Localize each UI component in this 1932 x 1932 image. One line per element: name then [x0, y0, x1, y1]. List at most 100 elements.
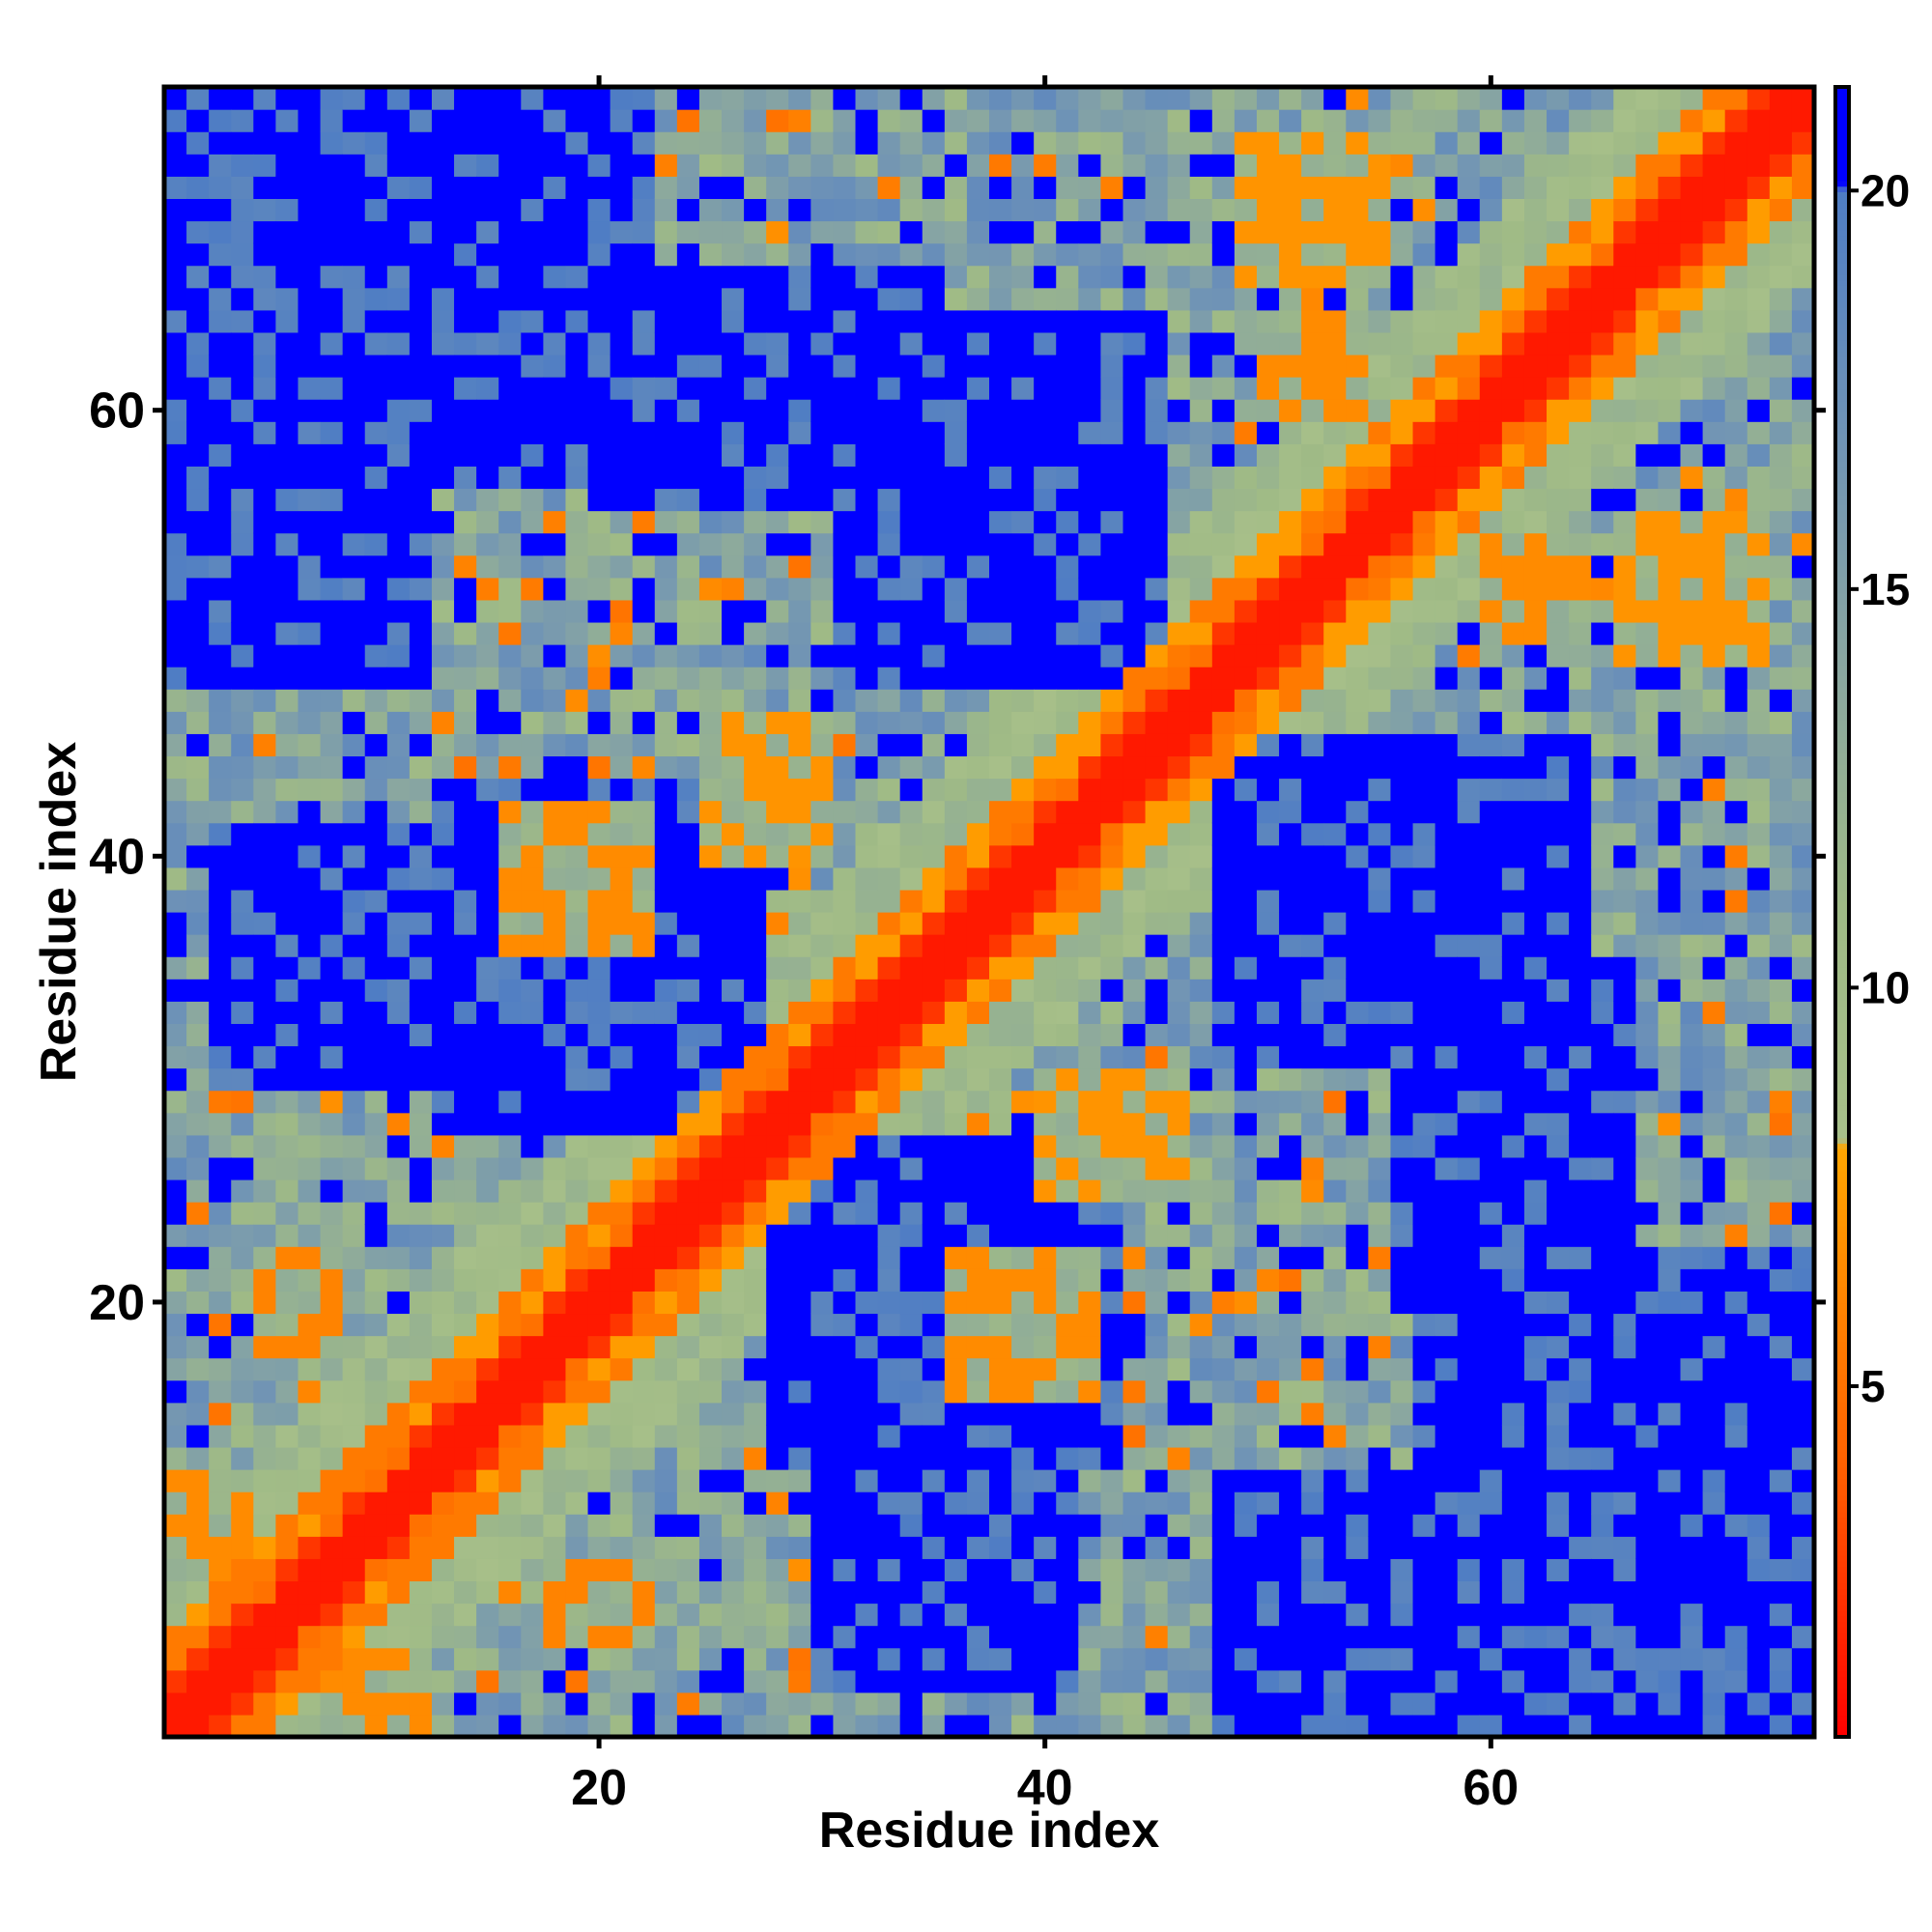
heatmap-cell [253, 421, 276, 444]
heatmap-cell [454, 1603, 477, 1627]
heatmap-cell [1122, 1492, 1147, 1515]
heatmap-cell [877, 109, 901, 132]
heatmap-cell [610, 1112, 634, 1136]
heatmap-cell [1034, 466, 1057, 490]
heatmap-cell [1323, 889, 1347, 913]
heatmap-cell [922, 1090, 946, 1114]
heatmap-cell [386, 1691, 411, 1716]
heatmap-cell [833, 1469, 857, 1492]
heatmap-cell [788, 644, 811, 668]
heatmap-cell [1591, 667, 1614, 690]
heatmap-cell [409, 131, 433, 155]
heatmap-cell [1523, 844, 1548, 868]
heatmap-cell [298, 309, 322, 333]
heatmap-cell [1501, 800, 1525, 824]
heatmap-cell [1234, 1268, 1258, 1292]
heatmap-cell [698, 1090, 723, 1114]
heatmap-cell [1323, 1179, 1347, 1203]
heatmap-cell [833, 1313, 857, 1337]
heatmap-cell [1412, 867, 1436, 891]
heatmap-cell [186, 109, 210, 132]
heatmap-cell [899, 1402, 923, 1426]
heatmap-cell [610, 844, 634, 868]
heatmap-cell [989, 1580, 1012, 1605]
heatmap-cell [810, 577, 835, 601]
heatmap-cell [231, 689, 254, 712]
heatmap-cell [1211, 1647, 1236, 1671]
heatmap-cell [1346, 934, 1369, 957]
heatmap-cell [386, 867, 411, 891]
heatmap-cell [164, 1647, 187, 1671]
heatmap-cell [1390, 532, 1414, 556]
heatmap-cell [899, 87, 923, 110]
heatmap-cell [342, 1067, 366, 1092]
heatmap-cell [676, 466, 700, 490]
heatmap-cell [1523, 198, 1548, 222]
heatmap-cell [1034, 1492, 1057, 1515]
heatmap-cell [855, 1580, 879, 1605]
heatmap-cell [565, 755, 589, 780]
heatmap-cell [1100, 1446, 1124, 1470]
heatmap-cell [342, 1023, 366, 1047]
heatmap-cell [1591, 1246, 1614, 1269]
heatmap-cell [810, 1067, 835, 1092]
heatmap-cell [1390, 1112, 1414, 1136]
heatmap-cell [1279, 399, 1302, 422]
heatmap-cell [454, 1112, 477, 1136]
heatmap-cell [342, 1357, 366, 1381]
heatmap-cell [521, 466, 544, 490]
heatmap-cell [253, 599, 276, 623]
heatmap-cell [164, 844, 187, 868]
heatmap-cell [1501, 979, 1525, 1002]
heatmap-cell [654, 354, 678, 378]
heatmap-cell [1122, 822, 1147, 846]
heatmap-cell [722, 1469, 745, 1492]
heatmap-cell [1011, 466, 1035, 490]
heatmap-cell [342, 87, 366, 110]
heatmap-cell [855, 1647, 879, 1671]
heatmap-cell [676, 577, 700, 601]
heatmap-cell [1100, 778, 1124, 802]
heatmap-cell [1501, 399, 1525, 422]
heatmap-cell [476, 220, 499, 244]
heatmap-cell [1167, 844, 1191, 868]
heatmap-cell [1591, 377, 1614, 400]
heatmap-cell [431, 1647, 455, 1671]
heatmap-cell [409, 867, 433, 891]
heatmap-cell [1435, 176, 1459, 199]
heatmap-cell [989, 1291, 1012, 1315]
heatmap-cell [989, 1603, 1012, 1627]
heatmap-cell [164, 1603, 187, 1627]
heatmap-cell [1635, 1134, 1660, 1158]
heatmap-cell [1412, 956, 1436, 980]
heatmap-cell [1189, 1647, 1213, 1671]
heatmap-cell [944, 1536, 968, 1559]
heatmap-cell [922, 1424, 946, 1448]
heatmap-cell [1390, 198, 1414, 222]
heatmap-cell [342, 1291, 366, 1315]
heatmap-cell [1523, 711, 1548, 734]
heatmap-cell [1122, 1001, 1147, 1024]
heatmap-cell [855, 331, 879, 355]
heatmap-cell [1658, 1714, 1682, 1738]
heatmap-cell [766, 1224, 789, 1247]
heatmap-cell [320, 1379, 344, 1404]
heatmap-cell [1122, 733, 1147, 757]
heatmap-cell [320, 1402, 344, 1426]
heatmap-cell [654, 309, 678, 333]
heatmap-cell [1323, 198, 1347, 222]
heatmap-cell [521, 733, 544, 757]
heatmap-cell [1547, 711, 1570, 734]
heatmap-cell [1390, 1313, 1414, 1337]
heatmap-cell [253, 1090, 276, 1114]
heatmap-cell [476, 154, 499, 177]
heatmap-cell [788, 711, 811, 734]
heatmap-cell [209, 599, 232, 623]
heatmap-cell [1346, 421, 1369, 444]
heatmap-cell [1635, 621, 1660, 645]
heatmap-cell [1122, 912, 1147, 935]
heatmap-cell [431, 87, 455, 110]
heatmap-cell [1457, 1514, 1481, 1537]
heatmap-cell [1435, 621, 1459, 645]
heatmap-cell [543, 822, 567, 846]
